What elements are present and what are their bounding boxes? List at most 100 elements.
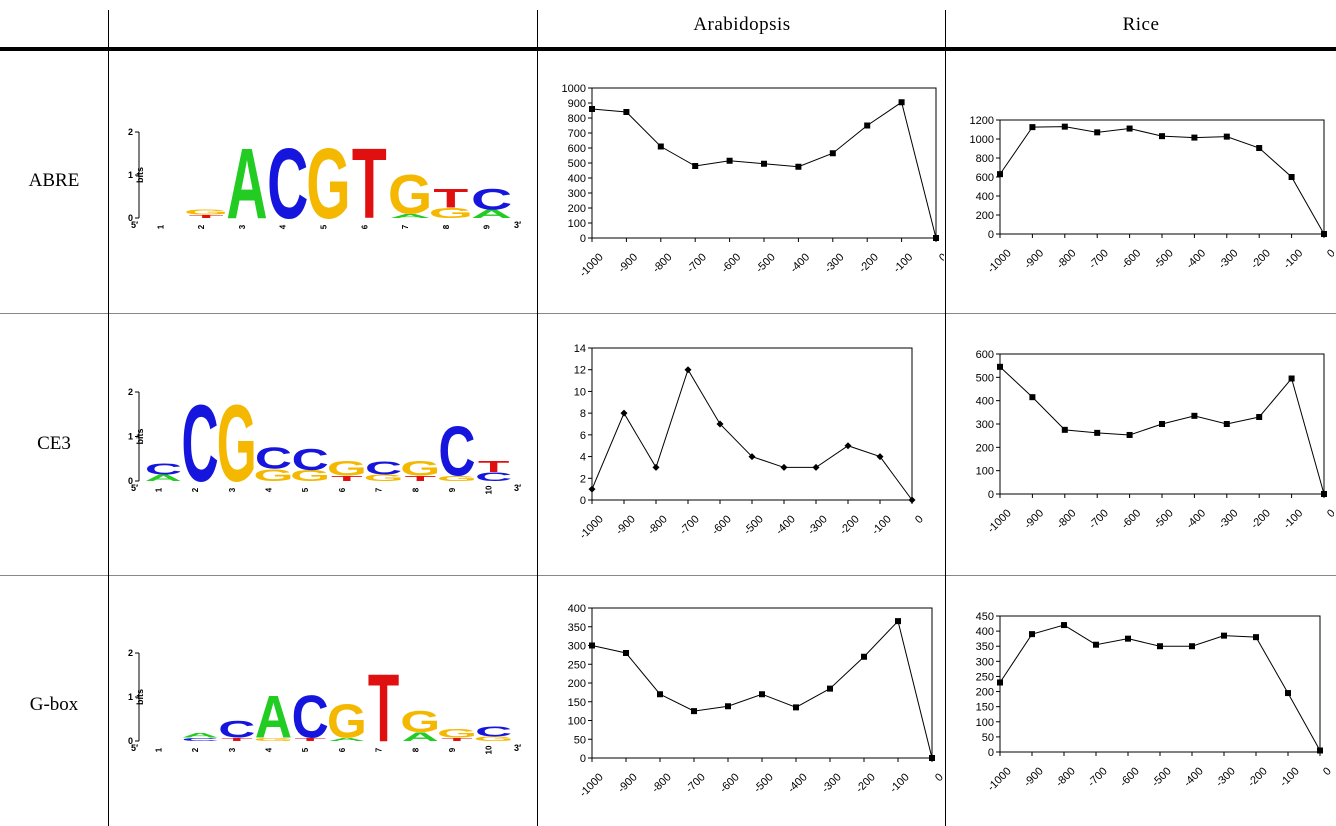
data-point — [997, 679, 1003, 686]
x-tick-label: -500 — [1152, 247, 1176, 271]
logo-letter-t: T — [405, 474, 437, 482]
x-tick-label: 0 — [933, 771, 944, 784]
x-tick-label: -300 — [1217, 247, 1241, 271]
y-tick-label: 6 — [580, 430, 586, 442]
five-prime-label: 5′ — [131, 220, 138, 230]
logo-letter-g: G — [400, 705, 440, 739]
data-point — [1221, 632, 1227, 639]
data-point — [1321, 231, 1327, 237]
logo-position-number: 4 — [264, 747, 273, 752]
y-tick-label: 10 — [574, 386, 586, 398]
logo-letter-a: A — [471, 207, 512, 220]
logo-letter-g: G — [217, 382, 257, 497]
data-point — [1029, 394, 1036, 401]
data-point — [657, 691, 663, 698]
y-tick-label: 600 — [568, 143, 586, 155]
logo-letter-c: C — [438, 413, 475, 492]
data-point — [1253, 634, 1259, 641]
logo-letter-g: G — [327, 457, 367, 481]
data-point — [652, 463, 660, 471]
data-point — [1094, 429, 1101, 436]
x-tick-label: -800 — [1055, 247, 1079, 271]
x-tick-label: -300 — [1214, 765, 1238, 789]
x-tick-label: -100 — [870, 513, 894, 537]
column-divider — [537, 10, 538, 826]
series-line — [999, 366, 1325, 495]
data-point — [864, 122, 871, 129]
logo-position-number: 2 — [191, 487, 200, 492]
x-tick-label: -800 — [1054, 765, 1078, 789]
logo-letter-a: A — [328, 737, 365, 742]
plot-frame — [591, 347, 913, 501]
logo-letter-t: T — [221, 737, 252, 742]
three-prime-label: 3′ — [514, 483, 521, 493]
logo-letter-g: G — [327, 694, 367, 748]
data-point — [623, 109, 630, 115]
logo-y-tick-label: 1 — [128, 432, 133, 442]
y-tick-label: 700 — [568, 128, 586, 140]
x-tick-label: -800 — [646, 513, 670, 537]
y-tick-label: 0 — [988, 489, 994, 501]
x-tick-label: -200 — [854, 771, 878, 795]
logo-letter-t: T — [433, 184, 468, 213]
row-label-ce3: CE3 — [37, 433, 71, 454]
logo-position-number: 6 — [360, 224, 369, 229]
x-tick-label: -100 — [1278, 765, 1302, 789]
x-tick-label: -300 — [806, 513, 830, 537]
logo-position-number: 8 — [411, 747, 420, 752]
y-tick-label: 2 — [580, 473, 586, 485]
series-line — [999, 126, 1325, 235]
data-point — [1223, 421, 1230, 427]
logo-letter-g: G — [437, 474, 477, 482]
x-tick-label: -400 — [1184, 507, 1208, 531]
logo-letter-t: T — [352, 128, 387, 235]
logo-letter-c: C — [182, 382, 219, 497]
y-tick-label: 500 — [976, 372, 994, 384]
x-tick-label: -900 — [616, 251, 640, 275]
data-point — [1157, 643, 1163, 650]
x-tick-label: -500 — [1152, 507, 1176, 531]
logo-position-number: 1 — [154, 487, 163, 492]
data-point — [589, 642, 595, 649]
y-tick-label: 0 — [580, 753, 586, 765]
series-line — [591, 368, 913, 501]
y-tick-label: 0 — [988, 747, 994, 759]
logo-y-tick-label: 1 — [128, 170, 133, 180]
y-tick-label: 12 — [574, 365, 586, 377]
data-point — [748, 453, 756, 461]
logo-letter-g: G — [253, 466, 293, 485]
x-tick-label: -300 — [823, 251, 847, 275]
y-tick-label: 150 — [568, 697, 586, 709]
data-point — [908, 496, 916, 504]
data-point — [759, 691, 765, 698]
x-tick-label: -500 — [1150, 765, 1174, 789]
logo-position-number: 7 — [375, 487, 384, 492]
logo-letter-c: C — [475, 723, 512, 740]
x-tick-label: -700 — [684, 771, 708, 795]
logo-letter-c: C — [292, 683, 329, 751]
x-tick-label: -200 — [1246, 765, 1270, 789]
data-point — [997, 171, 1003, 178]
y-tick-label: 1200 — [970, 115, 994, 127]
y-tick-label: 200 — [976, 687, 994, 699]
data-point — [1093, 641, 1099, 648]
logo-y-tick-label: 2 — [128, 127, 133, 137]
logo-position-number: 8 — [442, 224, 451, 229]
y-tick-label: 500 — [568, 158, 586, 170]
y-tick-label: 50 — [982, 732, 994, 744]
y-tick-label: 350 — [976, 641, 994, 653]
series-line — [591, 620, 933, 759]
logo-position-number: 10 — [485, 745, 494, 754]
data-point — [620, 409, 628, 417]
y-tick-label: 450 — [976, 611, 994, 623]
x-tick-label: -700 — [685, 251, 709, 275]
x-tick-label: -700 — [1087, 507, 1111, 531]
y-tick-label: 400 — [976, 191, 994, 203]
logo-letter-t: T — [331, 474, 363, 482]
logo-letter-a: A — [389, 213, 430, 220]
x-tick-label: -800 — [651, 251, 675, 275]
